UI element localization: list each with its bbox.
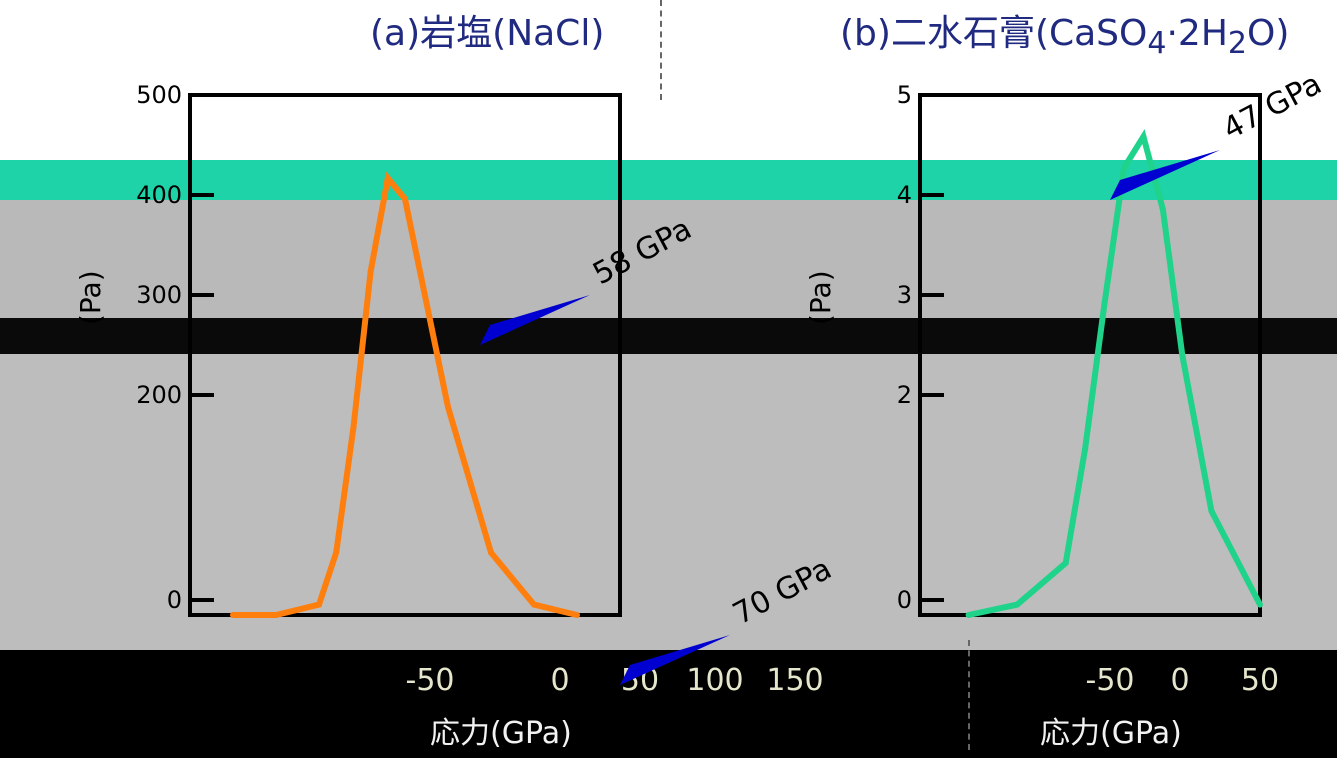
background-black-band bbox=[0, 318, 1337, 354]
panel-a-series-point bbox=[531, 601, 537, 608]
panel-a-x-tick-label: -50 bbox=[406, 663, 455, 698]
panel-a-title: (a)岩塩(NaCl) bbox=[370, 4, 604, 56]
panel-a-x-tick-label: 0 bbox=[550, 663, 569, 698]
panel-b-series-point bbox=[1082, 445, 1089, 452]
panel-a-y-tick-label: 0 bbox=[167, 586, 182, 614]
panel-b-series-point bbox=[1062, 560, 1069, 566]
panel-b-series-point bbox=[1179, 352, 1186, 358]
panel-a-annotation-arrow bbox=[480, 295, 590, 345]
panel-a-series-point bbox=[350, 424, 357, 431]
panel-b-y-tick-label: 4 bbox=[897, 181, 912, 209]
panel-b-series-point bbox=[1014, 601, 1021, 608]
panel-b-title-end: O) bbox=[1246, 13, 1290, 54]
panel-b-series-point bbox=[1121, 164, 1127, 171]
panel-b-title: (b)二水石膏(CaSO4·2H2O) bbox=[840, 4, 1289, 61]
panel-b-y-tick-label: 3 bbox=[897, 281, 912, 309]
panel-a-annotation-label: 70 GPa bbox=[727, 551, 837, 632]
panel-b-title-tail: ·2H bbox=[1166, 13, 1228, 54]
panel-b-series-point bbox=[1159, 206, 1166, 213]
panel-a-series-point bbox=[230, 612, 236, 618]
panel-a-series-point bbox=[445, 404, 451, 410]
background-bottom bbox=[0, 650, 1337, 758]
x-axis-caption-a: 応力(GPa) bbox=[430, 716, 572, 751]
panel-a-series-point bbox=[488, 549, 494, 556]
panel-b-y-tick-label: 5 bbox=[897, 81, 912, 109]
panel-b-series-point bbox=[1101, 300, 1108, 306]
background-top bbox=[0, 0, 1337, 160]
panel-a-annotation-label: 58 GPa bbox=[587, 211, 697, 292]
panel-a-y-tick-label: 300 bbox=[136, 281, 182, 309]
panel-b-series-line bbox=[967, 129, 1263, 618]
panel-b-x-tick-label: 0 bbox=[1170, 663, 1189, 698]
panel-b-title-sub2: 2 bbox=[1227, 26, 1247, 62]
panel-b-y-axis-label: (Pa) bbox=[804, 270, 837, 325]
panel-a-series-line bbox=[233, 171, 578, 618]
panel-a-series-point bbox=[333, 549, 340, 556]
panel-a-series-point bbox=[402, 196, 408, 202]
panel-b-series-point bbox=[1257, 601, 1263, 608]
panel-b-y-tick-label: 2 bbox=[897, 381, 912, 409]
panel-a-y-tick-label: 200 bbox=[136, 381, 182, 409]
panel-b-y-tick-label: 0 bbox=[897, 586, 912, 614]
panel-b-frame bbox=[918, 93, 1262, 617]
panel-a-x-tick-label: 150 bbox=[766, 663, 823, 698]
panel-b-title-sub1: 4 bbox=[1147, 26, 1167, 62]
panel-a-y-axis-label: (Pa) bbox=[74, 270, 107, 325]
panel-b-series-point bbox=[965, 612, 972, 618]
x-axis-caption-b: 応力(GPa) bbox=[1040, 716, 1182, 751]
panel-a-series-point bbox=[384, 175, 391, 182]
panel-divider-lower bbox=[968, 640, 970, 750]
panel-a-title-text: (a)岩塩(NaCl) bbox=[370, 13, 605, 54]
panel-a-y-tick-label: 500 bbox=[136, 81, 182, 109]
panel-a-y-tick-label: 400 bbox=[136, 181, 182, 209]
panel-b-x-tick-label: -50 bbox=[1086, 663, 1135, 698]
panel-b-annotation-label: 47 GPa bbox=[1217, 66, 1327, 147]
panel-b-title-text: (b)二水石膏(CaSO bbox=[840, 13, 1148, 54]
panel-b-series-point bbox=[1208, 508, 1215, 514]
panel-b-x-tick-label: 50 bbox=[1241, 663, 1279, 698]
panel-a-series-point bbox=[316, 601, 322, 608]
panel-a-series-point bbox=[273, 612, 279, 618]
background-grey-lower bbox=[0, 354, 1337, 650]
panel-a-series-point bbox=[574, 612, 580, 618]
panel-a-series-point bbox=[419, 279, 426, 286]
panel-a-annotation-arrow bbox=[620, 635, 730, 685]
panel-a-series-point bbox=[367, 268, 374, 275]
panel-b-series-point bbox=[1140, 133, 1147, 140]
panel-divider bbox=[660, 0, 662, 100]
panel-b-annotation-arrow bbox=[1110, 150, 1220, 200]
panel-a-x-tick-label: 100 bbox=[686, 663, 743, 698]
panel-a-frame bbox=[188, 93, 622, 617]
